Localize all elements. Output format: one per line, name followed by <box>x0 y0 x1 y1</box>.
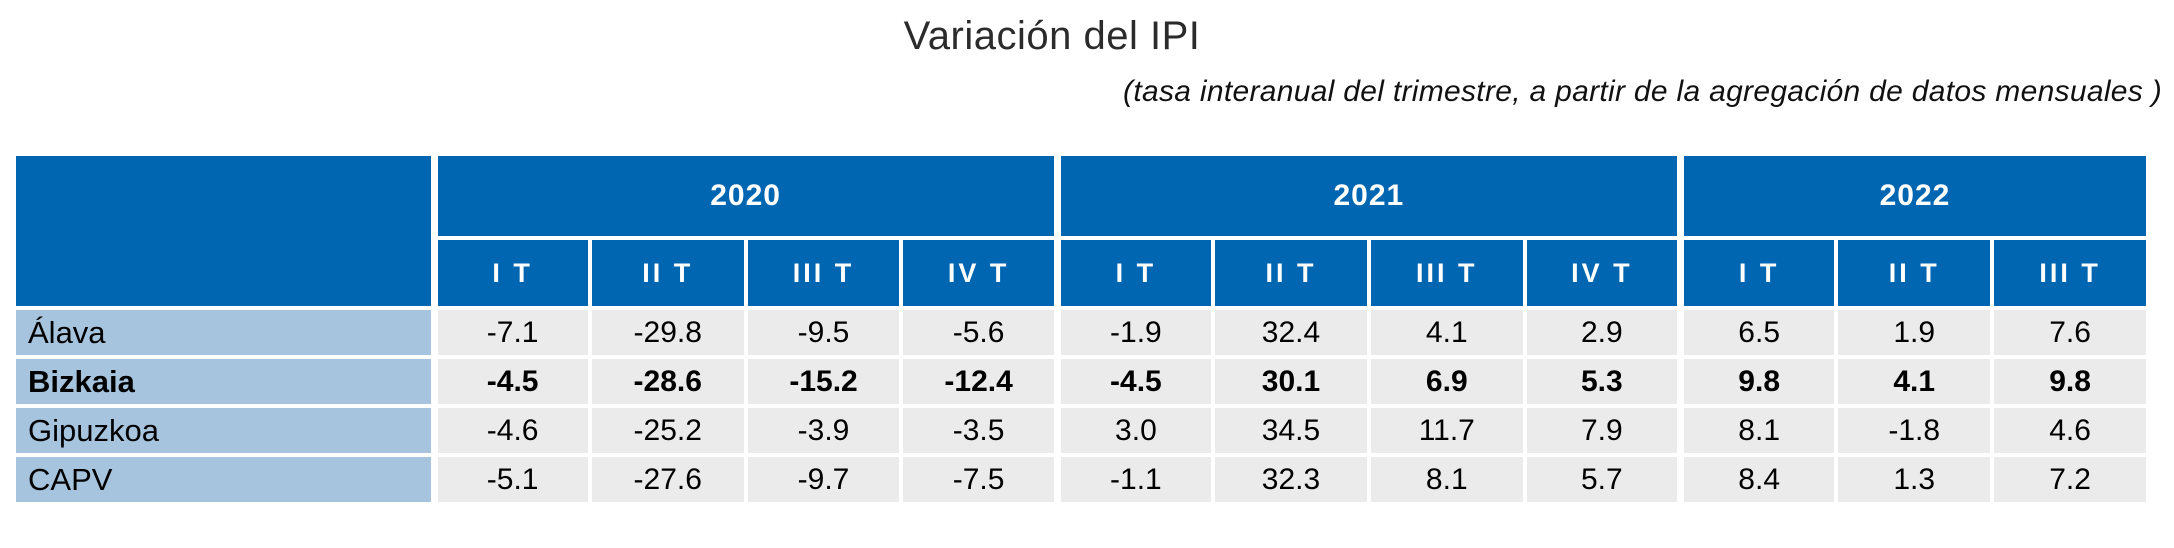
data-cell: 5.7 <box>1522 453 1683 506</box>
quarter-header-2022-q3: III T <box>1990 236 2150 310</box>
data-cell: -3.9 <box>743 404 904 457</box>
data-cell: 9.8 <box>1677 355 1839 408</box>
table-row-gipuzkoa: Gipuzkoa -4.6 -25.2 -3.9 -3.5 3.0 34.5 1… <box>12 404 2150 457</box>
row-label-alava: Álava <box>12 306 436 359</box>
data-cell: 4.6 <box>1990 404 2150 457</box>
quarter-header-2021-q2: II T <box>1211 236 1371 310</box>
quarter-header-2021-q3: III T <box>1366 236 1527 310</box>
table-row-capv: CAPV -5.1 -27.6 -9.7 -7.5 -1.1 32.3 8.1 … <box>12 453 2150 506</box>
data-cell: 7.9 <box>1522 404 1683 457</box>
data-cell: 8.4 <box>1677 453 1839 506</box>
quarter-header-2020-q3: III T <box>743 236 904 310</box>
data-cell: 1.3 <box>1834 453 1995 506</box>
quarter-header-2020-q1: I T <box>430 236 592 310</box>
data-cell: -3.5 <box>899 404 1060 457</box>
data-cell: 30.1 <box>1211 355 1371 408</box>
data-cell: 1.9 <box>1834 306 1995 359</box>
data-cell: -15.2 <box>743 355 904 408</box>
data-cell: -5.1 <box>430 453 592 506</box>
data-cell: -7.5 <box>899 453 1060 506</box>
corner-cell <box>12 152 436 310</box>
data-cell: -9.5 <box>743 306 904 359</box>
data-cell: 9.8 <box>1990 355 2150 408</box>
data-cell: -4.5 <box>1053 355 1216 408</box>
data-cell: 4.1 <box>1834 355 1995 408</box>
data-cell: -27.6 <box>587 453 748 506</box>
data-cell: 3.0 <box>1053 404 1216 457</box>
data-cell: 8.1 <box>1677 404 1839 457</box>
data-cell: -12.4 <box>899 355 1060 408</box>
data-cell: 34.5 <box>1211 404 1371 457</box>
year-header-2022: 2022 <box>1677 152 2150 240</box>
data-cell: -25.2 <box>587 404 748 457</box>
data-cell: -4.5 <box>430 355 592 408</box>
data-cell: 7.2 <box>1990 453 2150 506</box>
data-cell: 6.9 <box>1366 355 1527 408</box>
data-cell: -1.1 <box>1053 453 1216 506</box>
year-header-2020: 2020 <box>430 152 1060 240</box>
data-cell: 11.7 <box>1366 404 1527 457</box>
row-label-capv: CAPV <box>12 453 436 506</box>
table-row-alava: Álava -7.1 -29.8 -9.5 -5.6 -1.9 32.4 4.1… <box>12 306 2150 359</box>
quarter-header-2020-q4: IV T <box>899 236 1060 310</box>
data-cell: 32.3 <box>1211 453 1371 506</box>
data-cell: -29.8 <box>587 306 748 359</box>
quarter-header-2022-q2: II T <box>1834 236 1995 310</box>
data-cell: 8.1 <box>1366 453 1527 506</box>
data-cell: 6.5 <box>1677 306 1839 359</box>
quarter-header-2020-q2: II T <box>587 236 748 310</box>
row-label-gipuzkoa: Gipuzkoa <box>12 404 436 457</box>
table-row-bizkaia: Bizkaia -4.5 -28.6 -15.2 -12.4 -4.5 30.1… <box>12 355 2150 408</box>
ipi-variation-table: 2020 2021 2022 I T II T III T IV T I T I… <box>12 152 2150 506</box>
year-header-2021: 2021 <box>1053 152 1683 240</box>
quarter-header-row: I T II T III T IV T I T II T III T IV T … <box>14 236 2150 310</box>
data-cell: -5.6 <box>899 306 1060 359</box>
data-cell: -28.6 <box>587 355 748 408</box>
data-cell: 32.4 <box>1211 306 1371 359</box>
data-cell: -9.7 <box>743 453 904 506</box>
data-cell: 5.3 <box>1522 355 1683 408</box>
quarter-header-2021-q4: IV T <box>1522 236 1683 310</box>
data-cell: -7.1 <box>430 306 592 359</box>
quarter-header-2022-q1: I T <box>1677 236 1839 310</box>
page-title: Variación del IPI <box>903 14 1201 58</box>
quarter-header-2021-q1: I T <box>1053 236 1216 310</box>
data-cell: -1.8 <box>1834 404 1995 457</box>
data-cell: -1.9 <box>1053 306 1216 359</box>
data-cell: 4.1 <box>1366 306 1527 359</box>
page-subtitle: (tasa interanual del trimestre, a partir… <box>1123 75 2162 108</box>
data-cell: 2.9 <box>1522 306 1683 359</box>
data-cell: 7.6 <box>1990 306 2150 359</box>
year-header-row: 2020 2021 2022 <box>12 152 2150 310</box>
data-cell: -4.6 <box>430 404 592 457</box>
row-label-bizkaia: Bizkaia <box>12 355 436 408</box>
